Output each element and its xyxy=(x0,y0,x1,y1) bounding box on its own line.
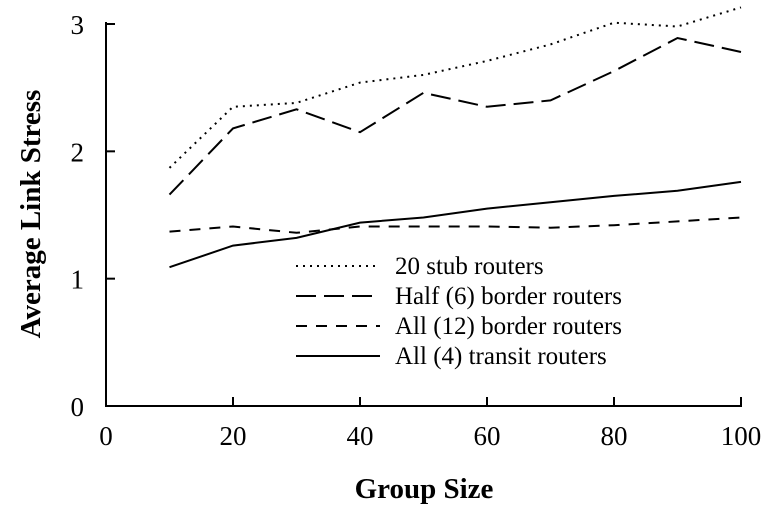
x-tick-label: 80 xyxy=(601,421,628,451)
series-line-1 xyxy=(168,6,742,169)
x-tick-label: 20 xyxy=(220,421,247,451)
y-tick-label: 2 xyxy=(71,137,85,167)
x-tick-label: 0 xyxy=(99,421,113,451)
legend: 20 stub routers Half (6) border routers Al… xyxy=(296,253,622,370)
series-line-3 xyxy=(169,216,742,234)
series-line-2 xyxy=(168,36,742,196)
y-tick-label: 0 xyxy=(71,392,85,422)
legend-label-1: 20 stub routers xyxy=(395,253,544,280)
legend-label-2: Half (6) border routers xyxy=(395,283,622,310)
series-layer xyxy=(168,6,742,269)
x-tick-label: 100 xyxy=(721,421,762,451)
y-tick-label: 3 xyxy=(71,10,85,40)
y-axis-title: Average Link Stress xyxy=(15,90,47,339)
x-tick-label: 40 xyxy=(347,421,374,451)
legend-label-4: All (4) transit routers xyxy=(395,343,607,370)
x-axis-title: Group Size xyxy=(355,473,494,505)
x-tick-label: 60 xyxy=(474,421,501,451)
series-line-4 xyxy=(169,180,742,269)
y-tick-label: 1 xyxy=(71,265,85,295)
axes xyxy=(105,22,742,407)
legend-label-3: All (12) border routers xyxy=(395,313,622,340)
ticks: 0 20 40 60 80 100 0 1 2 3 xyxy=(71,10,762,451)
